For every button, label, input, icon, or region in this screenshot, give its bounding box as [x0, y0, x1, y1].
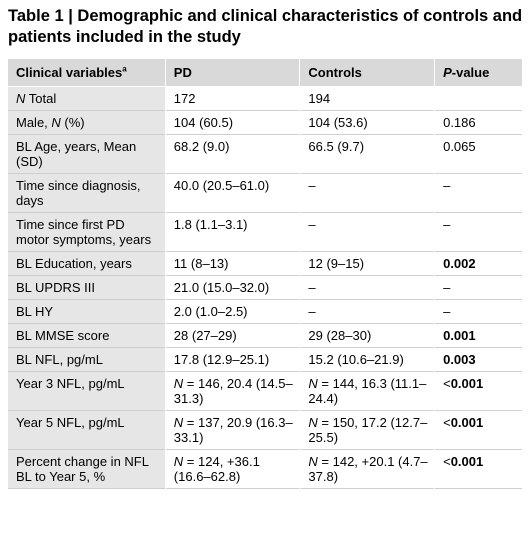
row-controls: 104 (53.6): [299, 110, 435, 135]
row-controls-text: = 142, +20.1 (4.7–37.8): [308, 454, 428, 484]
header-footnote-mark: a: [122, 64, 127, 74]
row-controls: –: [299, 275, 435, 300]
italic-n: N: [16, 91, 26, 106]
row-pd-text: = 146, 20.4 (14.5–31.3): [173, 376, 293, 406]
italic-n: N: [308, 415, 318, 430]
row-p: –: [434, 212, 522, 252]
table-row: N Total 172 194: [8, 86, 522, 111]
row-variable: N Total: [8, 86, 166, 111]
row-pd: 21.0 (15.0–32.0): [164, 275, 300, 300]
row-controls: 29 (28–30): [299, 323, 435, 348]
row-pd: 2.0 (1.0–2.5): [164, 299, 300, 324]
row-p: 0.003: [434, 347, 522, 372]
row-controls: N = 142, +20.1 (4.7–37.8): [299, 449, 435, 489]
row-p: –: [434, 299, 522, 324]
row-pd-text: = 137, 20.9 (16.3–33.1): [173, 415, 293, 445]
row-controls: 66.5 (9.7): [299, 134, 435, 174]
row-controls: 15.2 (10.6–21.9): [299, 347, 435, 372]
table-row: BL NFL, pg/mL 17.8 (12.9–25.1) 15.2 (10.…: [8, 347, 522, 372]
row-variable-text: Male,: [16, 115, 52, 130]
row-pd: N = 146, 20.4 (14.5–31.3): [164, 371, 300, 411]
table-row: Percent change in NFL BL to Year 5, % N …: [8, 449, 522, 489]
header-pd: PD: [164, 59, 300, 87]
row-pd: 40.0 (20.5–61.0): [164, 173, 300, 213]
row-p: 0.002: [434, 251, 522, 276]
row-controls: –: [299, 173, 435, 213]
row-p: 0.186: [434, 110, 522, 135]
row-controls: –: [299, 212, 435, 252]
table-row: BL UPDRS III 21.0 (15.0–32.0) – –: [8, 275, 522, 300]
row-variable: BL Age, years, Mean (SD): [8, 134, 166, 174]
header-p-italic: P: [443, 65, 452, 80]
table-row: Year 3 NFL, pg/mL N = 146, 20.4 (14.5–31…: [8, 371, 522, 411]
row-p: 0.065: [434, 134, 522, 174]
row-pd: 68.2 (9.0): [164, 134, 300, 174]
row-controls: N = 150, 17.2 (12.7–25.5): [299, 410, 435, 450]
table-row: Year 5 NFL, pg/mL N = 137, 20.9 (16.3–33…: [8, 410, 522, 450]
table-row: BL MMSE score 28 (27–29) 29 (28–30) 0.00…: [8, 323, 522, 348]
row-pd: N = 137, 20.9 (16.3–33.1): [164, 410, 300, 450]
table-row: BL Age, years, Mean (SD) 68.2 (9.0) 66.5…: [8, 134, 522, 174]
italic-n: N: [173, 415, 184, 430]
row-variable: BL UPDRS III: [8, 275, 166, 300]
header-controls: Controls: [299, 59, 435, 87]
row-pd-text: = 124, +36.1 (16.6–62.8): [173, 454, 260, 484]
table-row: Male, N (%) 104 (60.5) 104 (53.6) 0.186: [8, 110, 522, 135]
row-variable: Percent change in NFL BL to Year 5, %: [8, 449, 166, 489]
row-p: 0.001: [434, 323, 522, 348]
row-controls: –: [299, 299, 435, 324]
row-variable: Time since first PD motor symptoms, year…: [8, 212, 166, 252]
row-pd: N = 124, +36.1 (16.6–62.8): [164, 449, 300, 489]
row-controls: 12 (9–15): [299, 251, 435, 276]
less-than-sign: <: [443, 376, 451, 391]
less-than-sign: <: [443, 415, 451, 430]
table-row: Time since first PD motor symptoms, year…: [8, 212, 522, 252]
italic-n: N: [173, 376, 184, 391]
header-clinical-variables-text: Clinical variables: [16, 65, 123, 80]
row-variable: BL HY: [8, 299, 166, 324]
row-pd: 17.8 (12.9–25.1): [164, 347, 300, 372]
italic-n: N: [173, 454, 184, 469]
row-p: –: [434, 275, 522, 300]
table-row: Time since diagnosis, days 40.0 (20.5–61…: [8, 173, 522, 213]
row-pd: 28 (27–29): [164, 323, 300, 348]
row-variable: Time since diagnosis, days: [8, 173, 166, 213]
row-variable: Year 5 NFL, pg/mL: [8, 410, 166, 450]
row-p-value: 0.001: [450, 454, 484, 469]
header-p-value: P-value: [434, 59, 522, 87]
characteristics-table: Clinical variablesa PD Controls P-value …: [8, 59, 522, 489]
row-variable: Year 3 NFL, pg/mL: [8, 371, 166, 411]
header-clinical-variables: Clinical variablesa: [8, 59, 165, 87]
row-variable-text: Total: [25, 91, 57, 106]
row-variable-tail: (%): [60, 115, 85, 130]
table-title: Table 1 | Demographic and clinical chara…: [8, 7, 523, 46]
row-pd: 104 (60.5): [164, 110, 300, 135]
row-controls: 194: [299, 86, 435, 111]
italic-n: N: [308, 454, 318, 469]
row-variable: BL MMSE score: [8, 323, 166, 348]
table-header-row: Clinical variablesa PD Controls P-value: [8, 59, 522, 87]
row-pd: 1.8 (1.1–3.1): [164, 212, 300, 252]
row-controls: N = 144, 16.3 (11.1–24.4): [299, 371, 435, 411]
row-p: [434, 86, 522, 111]
row-controls-text: = 144, 16.3 (11.1–24.4): [308, 376, 427, 406]
row-p-value: 0.001: [450, 415, 484, 430]
less-than-sign: <: [443, 454, 451, 469]
row-p: <0.001: [434, 410, 522, 450]
header-p-rest: -value: [451, 65, 490, 80]
row-pd: 172: [164, 86, 300, 111]
row-controls-text: = 150, 17.2 (12.7–25.5): [308, 415, 428, 445]
row-pd: 11 (8–13): [164, 251, 300, 276]
row-variable: BL NFL, pg/mL: [8, 347, 166, 372]
row-p: –: [434, 173, 522, 213]
row-variable: Male, N (%): [8, 110, 166, 135]
italic-n: N: [308, 376, 318, 391]
row-p-value: 0.001: [450, 376, 484, 391]
table-row: BL Education, years 11 (8–13) 12 (9–15) …: [8, 251, 522, 276]
table-row: BL HY 2.0 (1.0–2.5) – –: [8, 299, 522, 324]
row-p: <0.001: [434, 371, 522, 411]
italic-n: N: [51, 115, 61, 130]
row-variable: BL Education, years: [8, 251, 166, 276]
row-p: <0.001: [434, 449, 522, 489]
